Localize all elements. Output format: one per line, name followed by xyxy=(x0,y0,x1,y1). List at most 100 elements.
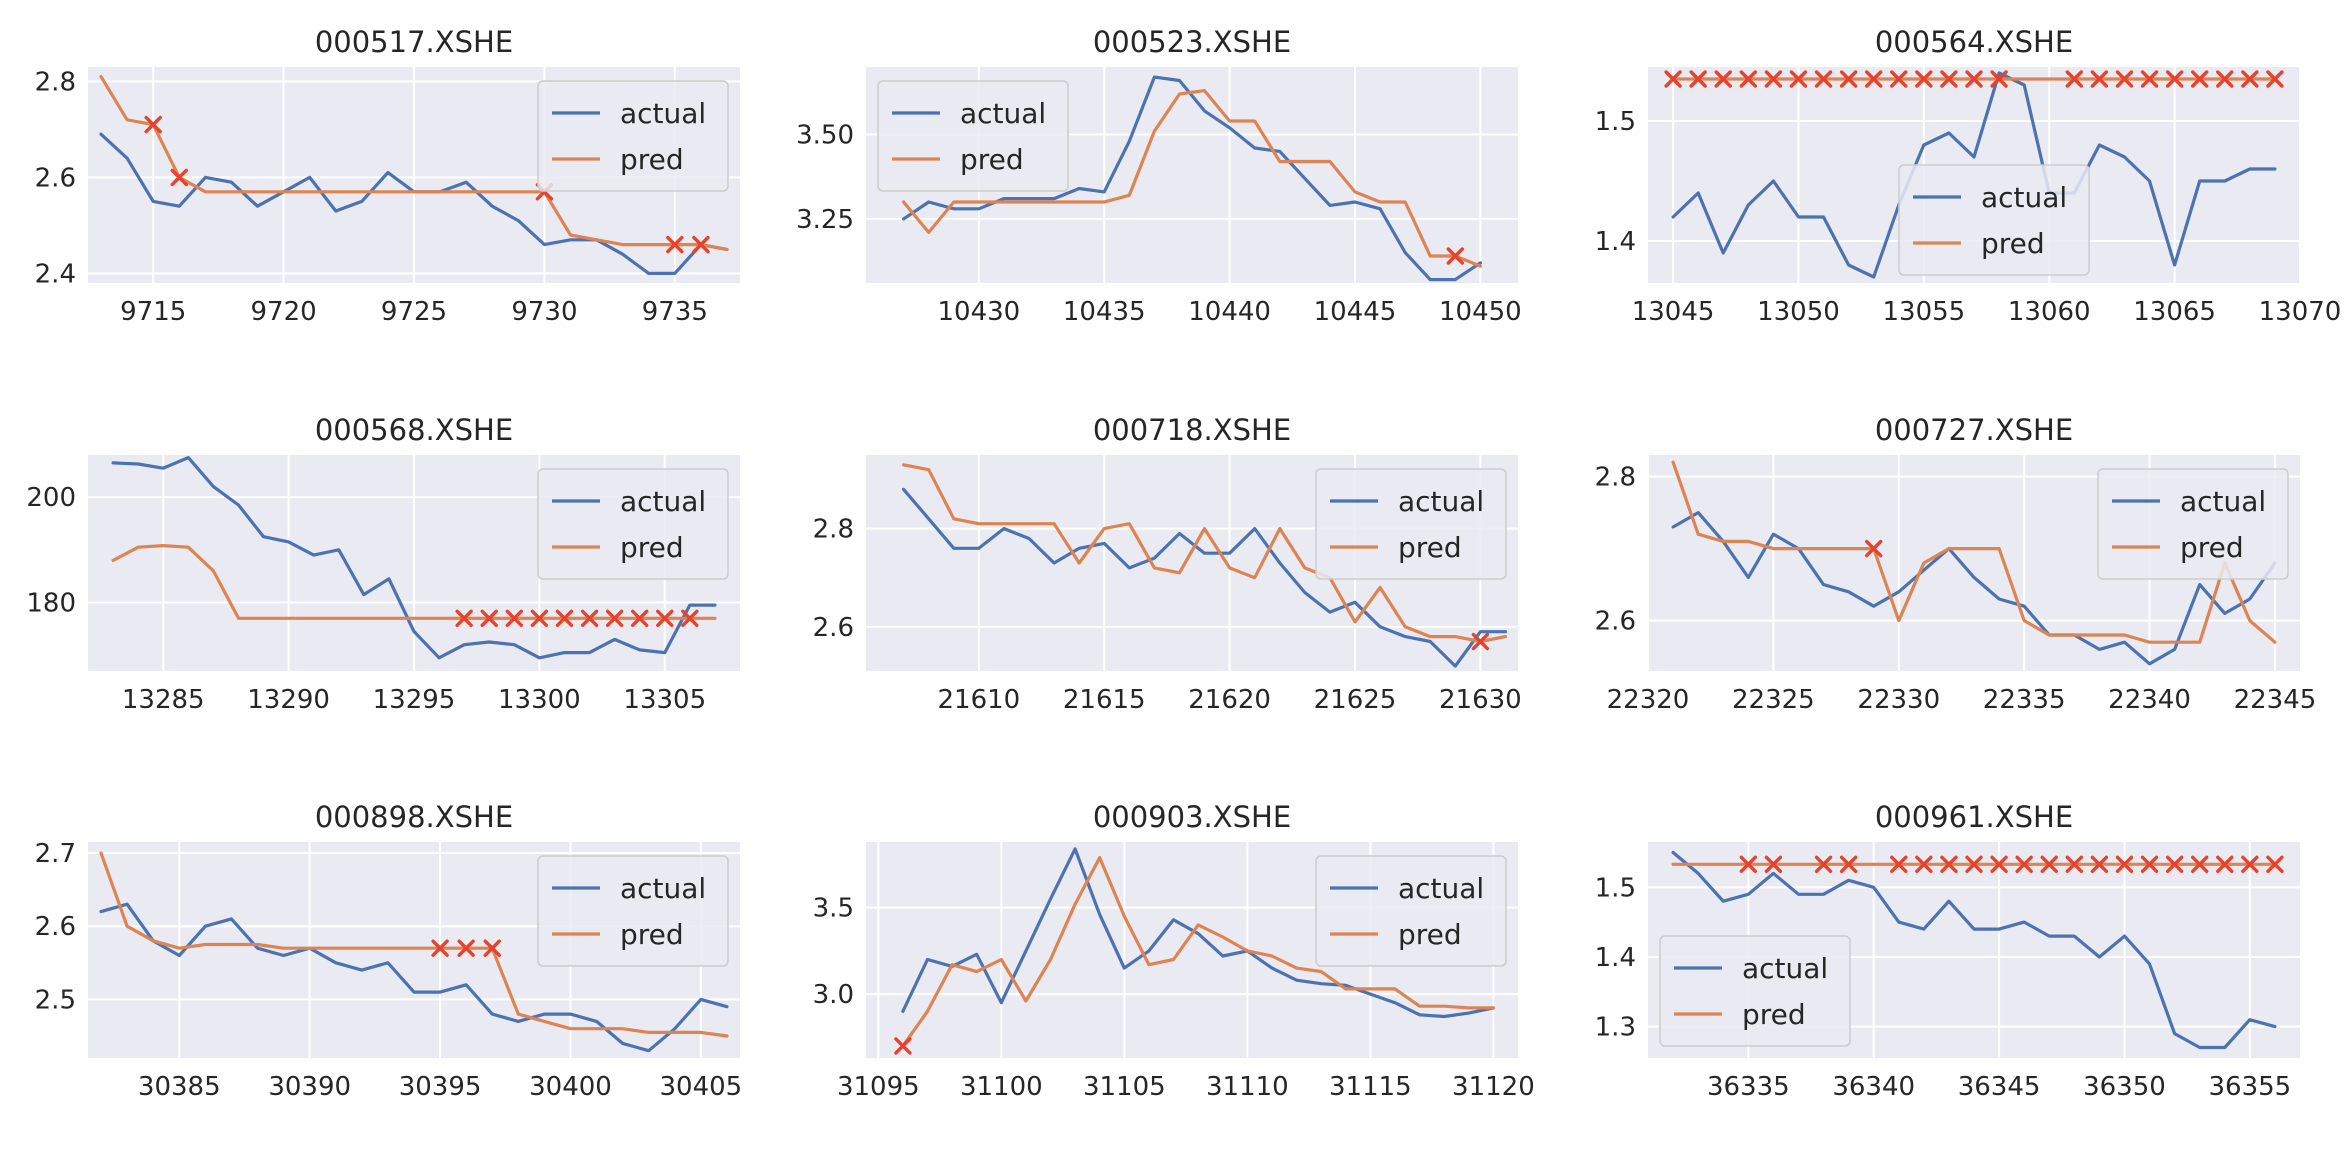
x-marker-stroke xyxy=(1864,539,1883,558)
legend-label-pred: pred xyxy=(960,143,1024,176)
x-marker xyxy=(480,609,498,628)
x-marker-stroke xyxy=(431,939,449,957)
x-marker xyxy=(1739,855,1758,873)
y-tick-label: 2.6 xyxy=(35,912,76,942)
y-tick-label: 1.4 xyxy=(1595,943,1636,973)
series-line-actual xyxy=(901,487,1508,668)
x-marker xyxy=(144,115,162,134)
x-tick-label: 13055 xyxy=(1882,297,1965,327)
x-marker-stroke xyxy=(1839,855,1858,873)
legend-box xyxy=(537,80,729,192)
x-tick-label: 21630 xyxy=(1439,685,1522,715)
subplot-2: 10430 10435 10440 10445 10450 3.25 3.50 000523.… xyxy=(796,25,1522,327)
x-tick-label: 21620 xyxy=(1188,685,1271,715)
y-tick-label: 3.0 xyxy=(813,980,854,1010)
legend-label-pred: pred xyxy=(2180,531,2244,564)
data-layer xyxy=(901,75,1483,282)
x-marker xyxy=(1965,70,1983,88)
y-tick-label: 1.5 xyxy=(1595,107,1636,137)
x-marker xyxy=(1471,632,1490,651)
x-marker xyxy=(2190,855,2209,873)
legend-box xyxy=(877,80,1069,192)
series-line-actual xyxy=(111,456,717,660)
x-marker-stroke xyxy=(480,609,498,628)
x-marker-stroke xyxy=(1965,855,1983,873)
x-marker-stroke xyxy=(1814,855,1833,873)
x-marker xyxy=(2266,855,2284,873)
x-marker-stroke xyxy=(2266,855,2284,873)
x-marker xyxy=(1789,70,1808,88)
x-marker-stroke xyxy=(2241,70,2259,88)
subplot-title: 000523.XSHE xyxy=(1093,25,1291,59)
y-tick-label: 3.5 xyxy=(813,894,854,924)
x-marker-stroke xyxy=(483,939,501,957)
y-tick-label: 3.25 xyxy=(796,205,854,235)
series-line-actual xyxy=(1671,850,2277,1050)
x-tick-label: 9720 xyxy=(251,297,317,327)
x-marker-stroke xyxy=(656,609,674,628)
legend: actual pred xyxy=(537,855,729,967)
x-tick-label: 9725 xyxy=(381,297,447,327)
x-marker-stroke xyxy=(1940,70,1958,88)
series-line-actual xyxy=(1671,71,2277,279)
subplot-title: 000961.XSHE xyxy=(1875,800,2073,834)
x-marker-stroke xyxy=(2115,855,2134,873)
x-tick-label: 10430 xyxy=(937,297,1020,327)
x-marker xyxy=(530,609,549,628)
legend-label-pred: pred xyxy=(620,531,684,564)
legend-box xyxy=(2097,468,2289,580)
x-tick-label: 22340 xyxy=(2108,685,2191,715)
x-marker xyxy=(2090,855,2109,873)
x-marker-stroke xyxy=(1890,855,1908,873)
x-marker xyxy=(2241,855,2259,873)
x-marker xyxy=(630,609,649,628)
x-marker-stroke xyxy=(1789,70,1808,88)
x-marker-stroke xyxy=(1664,70,1682,88)
x-tick-label: 31095 xyxy=(837,1072,920,1102)
x-marker-stroke xyxy=(1471,632,1490,651)
x-marker-stroke xyxy=(1915,70,1933,88)
x-marker-stroke xyxy=(1764,70,1783,88)
subplot-4: 13285 13290 13295 13300 13305 180 200 000568.XS… xyxy=(26,413,740,715)
data-layer xyxy=(111,456,717,660)
x-tick-label: 31115 xyxy=(1329,1072,1412,1102)
subplot-title: 000517.XSHE xyxy=(315,25,513,59)
legend: actual pred xyxy=(877,80,1069,192)
x-marker xyxy=(1940,70,1958,88)
x-marker-stroke xyxy=(144,115,162,134)
x-marker xyxy=(2190,70,2209,88)
x-tick-label: 31110 xyxy=(1206,1072,1289,1102)
subplot-1: 9715 9720 9725 9730 9735 2.4 2.6 2.8 000517.XSHE… xyxy=(35,25,740,327)
x-marker xyxy=(2140,855,2159,873)
x-marker-stroke xyxy=(1864,70,1883,88)
x-marker-stroke xyxy=(1764,855,1783,873)
x-marker xyxy=(1814,855,1833,873)
x-marker-stroke xyxy=(530,609,549,628)
y-tick-label: 2.6 xyxy=(1595,607,1636,637)
x-marker xyxy=(1764,70,1783,88)
x-marker-stroke xyxy=(580,609,599,628)
x-tick-label: 13295 xyxy=(373,685,456,715)
y-tick-label: 1.4 xyxy=(1595,227,1636,257)
subplot-title: 000564.XSHE xyxy=(1875,25,2073,59)
x-marker xyxy=(605,609,624,628)
data-layer xyxy=(901,463,1508,668)
x-marker-stroke xyxy=(1739,855,1758,873)
subplot-9: 36335 36340 36345 36350 36355 1.3 1.4 1.5 000961… xyxy=(1595,800,2300,1102)
x-marker-stroke xyxy=(2065,855,2084,873)
x-marker xyxy=(1714,70,1732,88)
x-tick-label: 13300 xyxy=(498,685,581,715)
x-marker-stroke xyxy=(2115,70,2134,88)
x-tick-label: 10445 xyxy=(1314,297,1397,327)
x-marker xyxy=(2065,70,2084,88)
x-marker xyxy=(2065,855,2084,873)
x-marker xyxy=(2140,70,2159,88)
x-marker-stroke xyxy=(2266,70,2284,88)
x-marker xyxy=(1915,70,1933,88)
x-tick-label: 9735 xyxy=(642,297,708,327)
x-marker xyxy=(656,609,674,628)
x-tick-label: 9715 xyxy=(120,297,186,327)
x-tick-label: 21625 xyxy=(1314,685,1397,715)
legend: actual pred xyxy=(1898,164,2090,276)
